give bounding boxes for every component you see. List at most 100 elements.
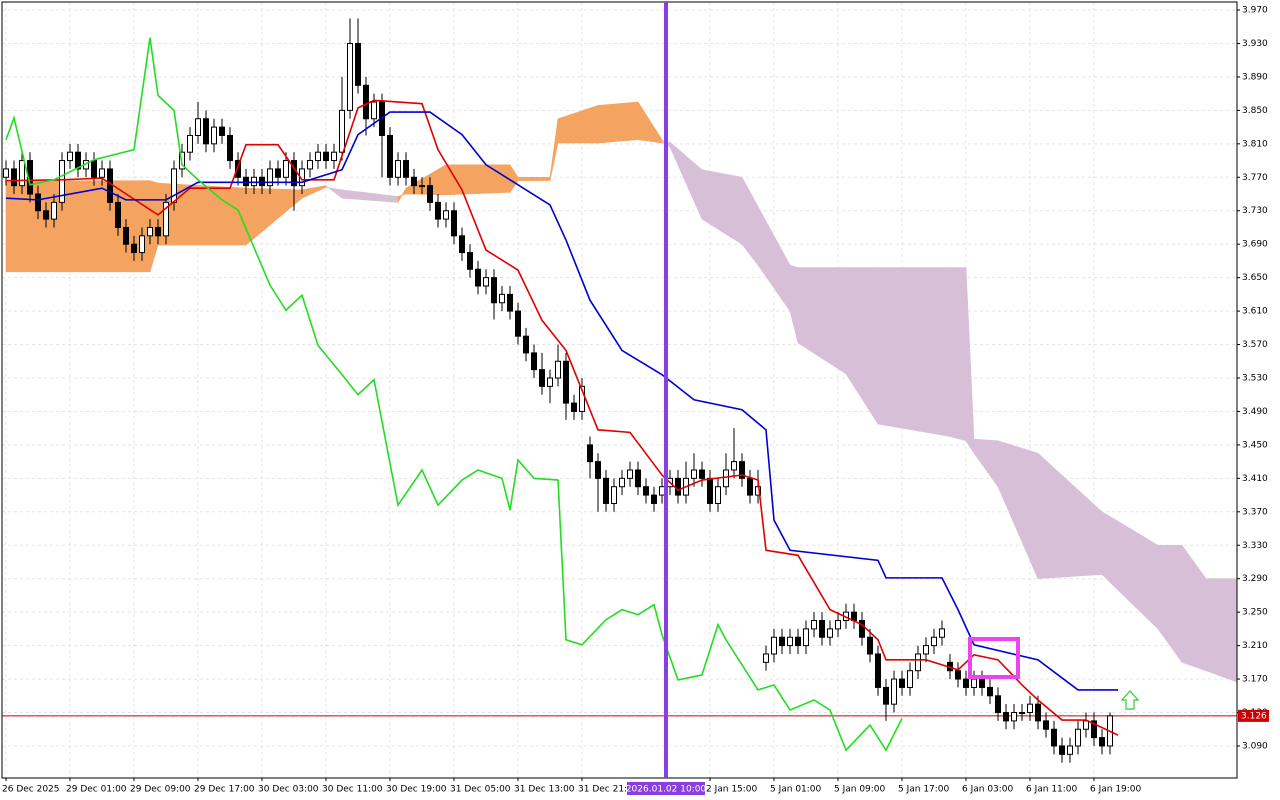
candle-body [515, 310, 521, 337]
candle-body [3, 168, 9, 178]
candle-body [731, 461, 737, 471]
candle-body [587, 444, 593, 463]
x-tick-label: 6 Jan 11:00 [1026, 785, 1078, 795]
y-tick-label: 3.730 [1242, 206, 1268, 216]
x-tick-label: 29 Dec 17:00 [194, 785, 255, 795]
buy-arrow [1120, 690, 1140, 710]
candle-body [611, 486, 617, 504]
x-tick-label: 30 Dec 11:00 [322, 785, 383, 795]
candle-body [827, 628, 833, 638]
candle-body [635, 469, 641, 488]
candle-body [771, 636, 777, 655]
cloud-segment [597, 101, 639, 144]
candle-body [203, 118, 209, 145]
candle-body [443, 210, 449, 220]
candle-body [411, 176, 417, 187]
candle-body [51, 201, 57, 220]
candle-body [11, 168, 17, 187]
candle-body [707, 477, 713, 504]
candle-body [459, 235, 465, 254]
candle-body [267, 168, 273, 187]
x-tick-label: 6 Jan 19:00 [1090, 785, 1142, 795]
candle-body [187, 134, 193, 153]
candle-body [979, 678, 985, 688]
candle-body [307, 160, 313, 170]
candle-body [571, 402, 577, 412]
candle-body [595, 461, 601, 479]
x-tick-label: 30 Dec 03:00 [258, 785, 319, 795]
candle-body [531, 352, 537, 371]
candle-body [955, 670, 961, 680]
candle-body [1043, 720, 1049, 730]
candle-body [195, 118, 201, 136]
indicator-line [5, 99, 1119, 736]
candle-body [1051, 728, 1057, 747]
candle-body [835, 620, 841, 630]
candle-body [259, 176, 265, 187]
x-tick-label: 5 Jan 01:00 [770, 785, 822, 795]
candle-body [419, 185, 425, 188]
y-tick-label: 3.290 [1242, 574, 1268, 584]
candle-body [331, 151, 337, 162]
highlight-box [968, 637, 1020, 679]
candle-body [1075, 728, 1081, 747]
x-tick-label: 31 Dec 21:00 [578, 785, 639, 795]
y-tick-label: 3.170 [1242, 675, 1268, 685]
x-tick-label: 31 Dec 05:00 [450, 785, 511, 795]
candle-body [803, 628, 809, 647]
candle-body [1027, 703, 1033, 714]
candle-body [691, 469, 697, 479]
candle-body [547, 377, 553, 387]
candle-body [1083, 720, 1089, 730]
candle-body [883, 686, 889, 705]
candle-body [499, 293, 505, 304]
candle-body [995, 695, 1001, 714]
candle-body [227, 134, 233, 162]
candle-body [467, 252, 473, 270]
cloud-segment [517, 176, 551, 181]
candle-body [339, 109, 345, 153]
candle-body [867, 636, 873, 655]
y-tick-label: 3.930 [1242, 39, 1268, 49]
y-tick-label: 3.410 [1242, 474, 1268, 484]
candle-body [923, 645, 929, 655]
candle-body [931, 636, 937, 647]
candle-body [139, 235, 145, 254]
candle-body [715, 486, 721, 504]
candle-body [627, 469, 633, 479]
y-tick-label: 3.090 [1242, 741, 1268, 751]
candle-body [475, 268, 481, 287]
y-tick-label: 3.770 [1242, 173, 1268, 183]
candle-body [75, 151, 81, 170]
plot-area [2, 18, 1237, 763]
candle-body [251, 176, 257, 187]
candle-body [211, 126, 217, 145]
candle-body [811, 620, 817, 630]
candle-body [555, 360, 561, 379]
y-tick-label: 3.570 [1242, 340, 1268, 350]
candle-body [1099, 737, 1105, 747]
candle-body [115, 201, 121, 228]
y-tick-label: 3.810 [1242, 139, 1268, 149]
candle-body [1003, 712, 1009, 722]
candle-body [971, 678, 977, 688]
candle-body [875, 653, 881, 688]
candle-body [275, 168, 281, 178]
candle-body [939, 628, 945, 638]
cloud-segment [877, 267, 951, 437]
y-tick-label: 3.330 [1242, 541, 1268, 551]
y-tick-label: 3.370 [1242, 507, 1268, 517]
candle-body [483, 277, 489, 287]
x-tick-label: 31 Dec 13:00 [514, 785, 575, 795]
candle-body [347, 42, 353, 111]
candle-body [859, 620, 865, 638]
candle-body [59, 160, 65, 203]
y-tick-label: 3.530 [1242, 373, 1268, 383]
x-tick-label: 5 Jan 17:00 [898, 785, 950, 795]
candle-body [779, 636, 785, 647]
candle-body [451, 210, 457, 237]
candle-body [891, 678, 897, 705]
crosshair-label: 2026.01.02 10:00 [626, 785, 707, 795]
candle-body [1091, 720, 1097, 739]
candle-body [19, 160, 25, 187]
